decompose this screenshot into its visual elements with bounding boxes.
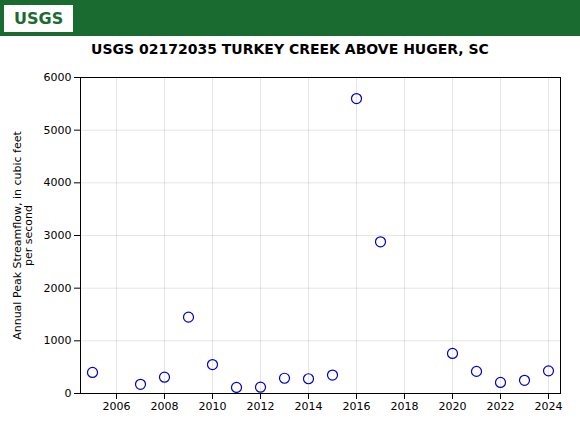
svg-text:4000: 4000 xyxy=(44,176,72,189)
svg-text:2000: 2000 xyxy=(44,282,72,295)
svg-text:2020: 2020 xyxy=(439,400,467,413)
svg-text:6000: 6000 xyxy=(44,71,72,84)
svg-text:2016: 2016 xyxy=(343,400,371,413)
svg-text:1000: 1000 xyxy=(44,334,72,347)
svg-text:2014: 2014 xyxy=(295,400,323,413)
svg-text:2006: 2006 xyxy=(103,400,131,413)
svg-text:2018: 2018 xyxy=(391,400,419,413)
svg-text:Annual Peak Streamflow, in cub: Annual Peak Streamflow, in cubic feetper… xyxy=(11,130,35,339)
html-text:USGS: USGS xyxy=(14,8,64,28)
svg-text:5000: 5000 xyxy=(44,124,72,137)
svg-text:2010: 2010 xyxy=(199,400,227,413)
svg-text:2024: 2024 xyxy=(535,400,563,413)
svg-text:2008: 2008 xyxy=(151,400,179,413)
html-text:USGS 02172035 TURKEY CREEK ABO: USGS 02172035 TURKEY CREEK ABOVE HUGER, … xyxy=(91,41,489,57)
svg-text:2022: 2022 xyxy=(487,400,515,413)
svg-text:2012: 2012 xyxy=(247,400,275,413)
svg-text:0: 0 xyxy=(65,387,72,400)
svg-text:3000: 3000 xyxy=(44,229,72,242)
